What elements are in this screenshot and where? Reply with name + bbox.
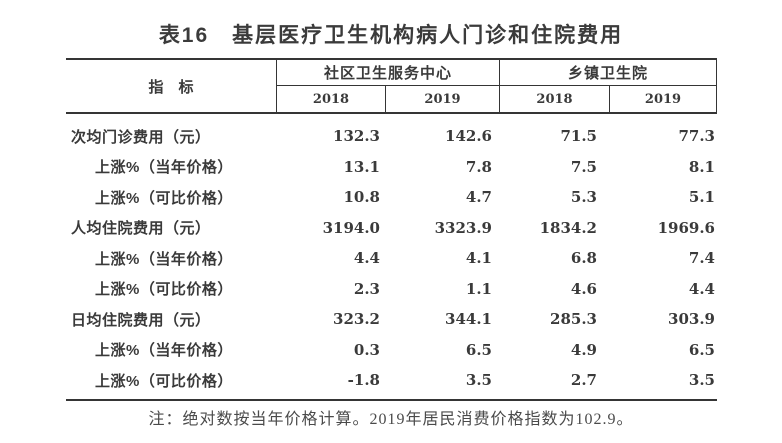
row-indicator-label: 上涨%（可比价格） bbox=[95, 189, 233, 207]
statistics-table: 指 标 社区卫生服务中心 2018 2019 乡镇卫生院 2018 2019 次… bbox=[66, 58, 717, 401]
table-row: 上涨%（可比价格） -1.8 3.5 2.7 3.5 bbox=[66, 365, 717, 396]
value-cell: 132.3 bbox=[333, 127, 380, 146]
value-cell: 7.8 bbox=[465, 157, 492, 176]
table-row: 人均住院费用（元） 3194.0 3323.9 1834.2 1969.6 bbox=[66, 213, 717, 244]
value-cell: 303.9 bbox=[668, 310, 715, 329]
year-header-township-2018: 2018 bbox=[500, 86, 610, 112]
value-cell: 4.4 bbox=[353, 249, 380, 268]
value-cell: 4.6 bbox=[570, 279, 597, 298]
table-row: 上涨%（当年价格） 0.3 6.5 4.9 6.5 bbox=[66, 335, 717, 366]
value-cell: 3.5 bbox=[465, 371, 492, 390]
value-cell: 10.8 bbox=[343, 188, 380, 207]
year-subheader-row: 2018 2019 bbox=[500, 85, 716, 112]
table-body: 次均门诊费用（元） 132.3 142.6 71.5 77.3 上涨%（当年价格） 13.1… bbox=[66, 114, 717, 401]
value-cell: 4.1 bbox=[465, 249, 492, 268]
value-cell: 1.1 bbox=[465, 279, 492, 298]
group-label-township: 乡镇卫生院 bbox=[567, 65, 648, 82]
table-row: 日均住院费用（元） 323.2 344.1 285.3 303.9 bbox=[66, 304, 717, 335]
value-cell: 4.4 bbox=[688, 279, 715, 298]
table-row: 上涨%（可比价格） 10.8 4.7 5.3 5.1 bbox=[66, 182, 717, 213]
value-cell: 71.5 bbox=[560, 127, 597, 146]
value-cell: 6.8 bbox=[570, 249, 597, 268]
value-cell: 3.5 bbox=[688, 371, 715, 390]
value-cell: 323.2 bbox=[333, 310, 380, 329]
indicator-column-header: 指 标 bbox=[66, 60, 277, 112]
value-cell: 4.9 bbox=[570, 340, 597, 359]
value-cell: 344.1 bbox=[445, 310, 492, 329]
value-cell: 1969.6 bbox=[657, 218, 715, 237]
value-cell: 13.1 bbox=[343, 157, 380, 176]
year-header-township-2019: 2019 bbox=[644, 91, 682, 107]
row-indicator-label: 上涨%（当年价格） bbox=[95, 342, 233, 360]
value-cell: 0.3 bbox=[353, 340, 380, 359]
value-cell: 77.3 bbox=[678, 127, 715, 146]
column-group-community-health-center: 社区卫生服务中心 2018 2019 bbox=[277, 60, 500, 112]
value-cell: 3194.0 bbox=[322, 218, 380, 237]
row-indicator-label: 上涨%（可比价格） bbox=[95, 281, 233, 299]
value-cell: 5.3 bbox=[570, 188, 597, 207]
table-header: 指 标 社区卫生服务中心 2018 2019 乡镇卫生院 2018 2019 bbox=[66, 58, 717, 114]
value-cell: 4.7 bbox=[465, 188, 492, 207]
value-cell: 7.4 bbox=[688, 249, 715, 268]
row-indicator-label: 次均门诊费用（元） bbox=[71, 128, 211, 146]
table-row: 次均门诊费用（元） 132.3 142.6 71.5 77.3 bbox=[66, 121, 717, 152]
value-cell: 2.7 bbox=[570, 371, 597, 390]
value-cell: 2.3 bbox=[353, 279, 380, 298]
value-cell: 1834.2 bbox=[539, 218, 597, 237]
table-row: 上涨%（可比价格） 2.3 1.1 4.6 4.4 bbox=[66, 274, 717, 305]
value-cell: 142.6 bbox=[445, 127, 492, 146]
value-cell: 6.5 bbox=[688, 340, 715, 359]
table-row: 上涨%（当年价格） 4.4 4.1 6.8 7.4 bbox=[66, 243, 717, 274]
year-header-community-2019: 2019 bbox=[424, 91, 461, 107]
value-cell: 7.5 bbox=[570, 157, 597, 176]
table-title: 表16 基层医疗卫生机构病人门诊和住院费用 bbox=[158, 24, 624, 47]
table-row: 上涨%（当年价格） 13.1 7.8 7.5 8.1 bbox=[66, 152, 717, 183]
row-indicator-label: 上涨%（当年价格） bbox=[95, 159, 233, 177]
group-label-community: 社区卫生服务中心 bbox=[323, 65, 452, 82]
year-subheader-row: 2018 2019 bbox=[277, 85, 499, 112]
value-cell: 5.1 bbox=[688, 188, 715, 207]
row-indicator-label: 上涨%（可比价格） bbox=[95, 372, 233, 390]
row-indicator-label: 人均住院费用（元） bbox=[71, 220, 211, 238]
value-cell: -1.8 bbox=[347, 371, 380, 390]
footnote: 注：绝对数按当年价格计算。2019年居民消费价格指数为102.9。 bbox=[148, 411, 634, 428]
value-cell: 8.1 bbox=[688, 157, 715, 176]
year-header-community-2018: 2018 bbox=[277, 86, 386, 112]
row-indicator-label: 日均住院费用（元） bbox=[71, 311, 211, 329]
value-cell: 3323.9 bbox=[434, 218, 492, 237]
row-indicator-label: 上涨%（当年价格） bbox=[95, 250, 233, 268]
column-group-township-health-center: 乡镇卫生院 2018 2019 bbox=[500, 60, 716, 112]
value-cell: 6.5 bbox=[465, 340, 492, 359]
value-cell: 285.3 bbox=[550, 310, 597, 329]
